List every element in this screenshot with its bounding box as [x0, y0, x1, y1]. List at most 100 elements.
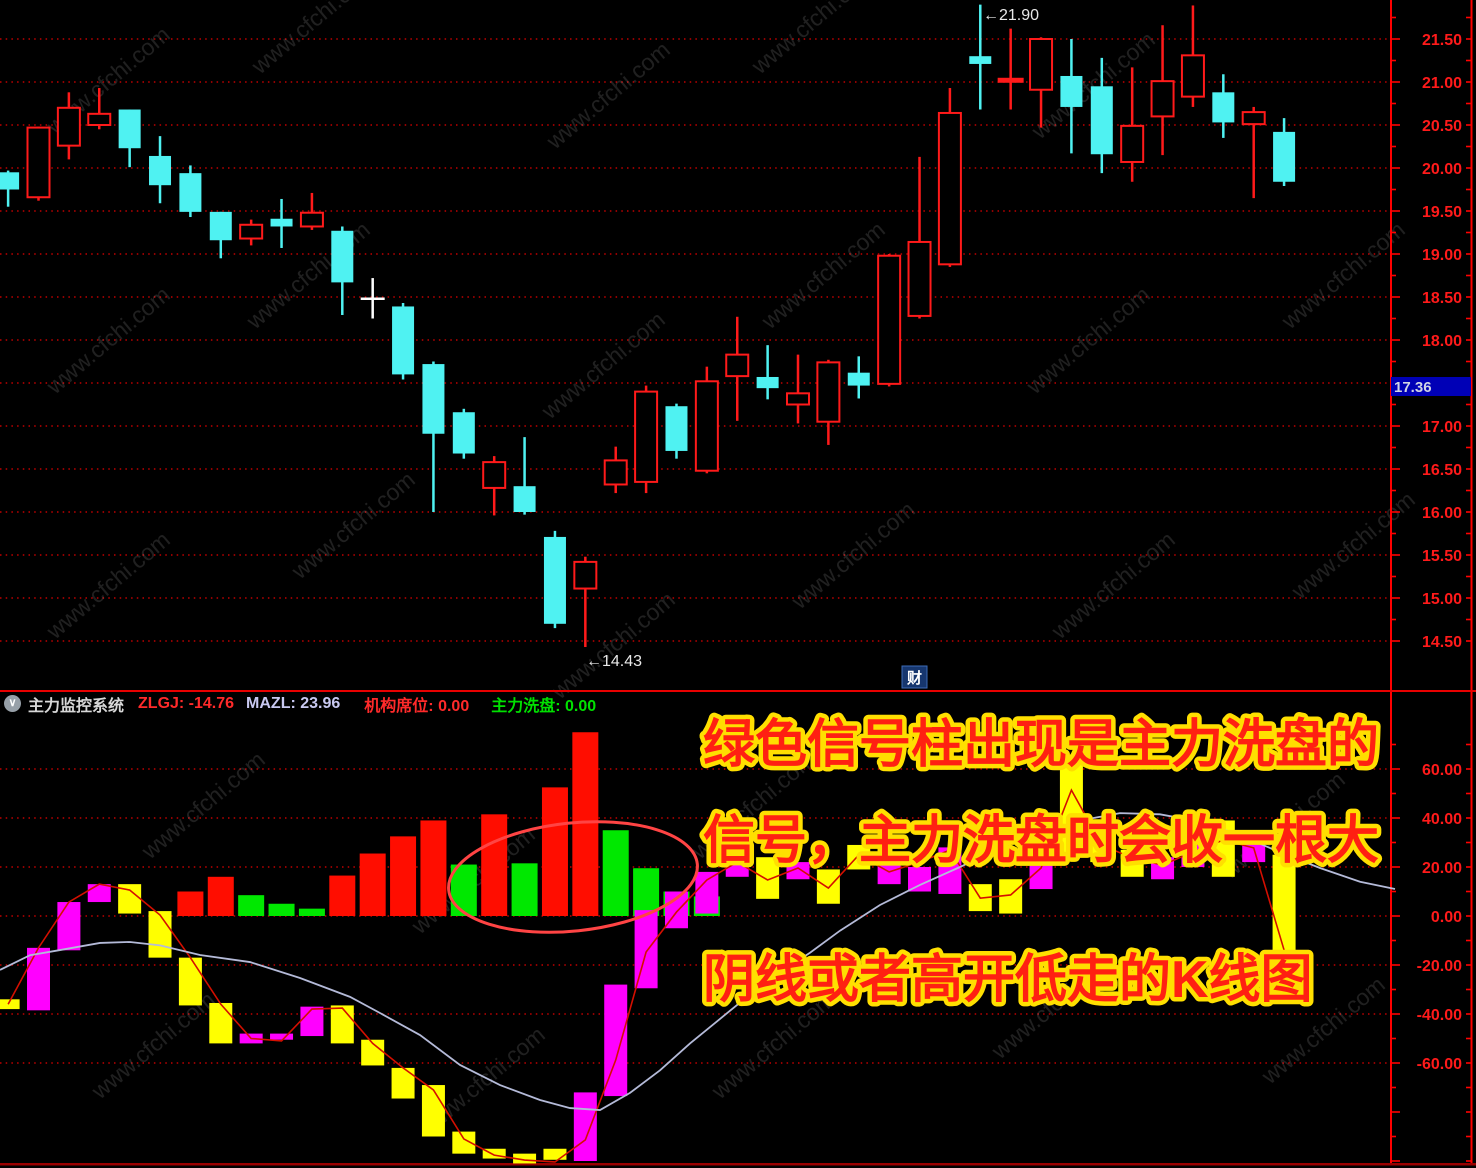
overlay-text-line2: 信号，主力洗盘时会收一根大: [703, 812, 1379, 870]
signal-line: [7, 788, 1285, 1163]
price-tag-value: 17.36: [1394, 379, 1432, 396]
indicator-value-jigouxiwei: 机构席位: 0.00: [364, 697, 470, 715]
zlgj-block: [87, 884, 111, 903]
watermark: www.cfchi.com: [541, 36, 675, 154]
histogram-bar: [541, 787, 568, 916]
candle: [239, 219, 264, 246]
zlgj-block: [786, 862, 810, 880]
histogram-bar: [572, 732, 599, 916]
candle: [756, 345, 779, 400]
candle: [847, 356, 870, 399]
candles-layer: [0, 4, 1296, 648]
zlgj-block: [209, 1002, 233, 1044]
zlgj-block: [847, 844, 871, 870]
indicator-title[interactable]: 主力监控系统: [28, 697, 125, 715]
price-axis-label: 19.00: [1422, 247, 1462, 264]
zlgj-block: [695, 871, 719, 914]
histogram-bar: [298, 908, 325, 916]
candle: [1212, 74, 1235, 138]
price-tag: 17.36: [1391, 377, 1471, 396]
zlgj-block: [270, 1033, 294, 1040]
zlgj-block: [391, 1067, 415, 1099]
candle: [937, 88, 962, 267]
zlgj-block: [1029, 859, 1053, 890]
candle: [1090, 57, 1113, 174]
x-axis-marker-label: 财: [907, 669, 922, 687]
candle: [1180, 5, 1205, 107]
candle: [786, 354, 810, 424]
overlay-text-line1: 绿色信号柱出现是主力洗盘的: [703, 716, 1379, 774]
gridline-layer: [0, 38, 1390, 1064]
candle: [26, 126, 51, 201]
indicator-axis-label: -40.00: [1417, 1007, 1462, 1024]
candle: [0, 170, 20, 207]
price-axis-label: 20.00: [1422, 161, 1462, 178]
zlgj-block: [725, 854, 749, 877]
zlgj-block: [604, 984, 628, 1097]
watermark: www.cfchi.com: [1046, 526, 1180, 644]
low-annotation: ←14.43: [586, 653, 642, 670]
candle: [299, 192, 324, 230]
candle: [392, 303, 415, 380]
zlgj-block: [513, 1153, 537, 1164]
indicator-axis-label: 60.00: [1422, 762, 1462, 779]
zlgj-block: [0, 999, 20, 1010]
zlgj-block: [634, 910, 658, 989]
candle: [209, 211, 232, 259]
indicator-axis-label: 40.00: [1422, 811, 1462, 828]
histogram-bar: [207, 876, 234, 916]
histogram-bar: [450, 864, 477, 916]
zlgj-block: [482, 1148, 506, 1159]
candle: [997, 28, 1024, 110]
histogram-bar: [390, 836, 417, 916]
histogram-bar: [177, 891, 204, 916]
candle: [603, 446, 628, 494]
histogram-bar: [511, 863, 538, 916]
zlgj-block: [452, 1131, 476, 1154]
histogram-bar: [238, 895, 265, 916]
zlgj-block: [1059, 756, 1083, 858]
axis-label-layer: 21.50 21.00 20.50 20.00 19.50 19.00 18.50 18.00…: [1417, 32, 1462, 1073]
histogram-bar: [329, 875, 356, 916]
candle: [87, 88, 112, 130]
price-axis-label: 21.00: [1422, 75, 1462, 92]
candle: [634, 385, 659, 494]
price-axis-label: 18.50: [1422, 290, 1462, 307]
price-axis-label: 18.00: [1422, 333, 1462, 350]
indicator-axis-label: 0.00: [1431, 909, 1462, 926]
zlgj-block: [118, 884, 142, 914]
zlgj-block: [361, 1039, 385, 1066]
blocks-layer: [0, 756, 1296, 1164]
ellipse-annotation: [447, 820, 699, 934]
price-axis-label: 16.00: [1422, 505, 1462, 522]
indicator-value-zlgj: ZLGJ: -14.76: [138, 694, 235, 712]
watermark: www.cfchi.com: [746, 0, 880, 79]
collapse-icon[interactable]: ∨: [4, 695, 21, 712]
candle: [1029, 37, 1054, 128]
candle: [877, 254, 902, 387]
candle: [422, 361, 445, 512]
zlgj-block: [1211, 820, 1235, 877]
zlgj-block: [756, 857, 780, 899]
candle: [969, 4, 992, 110]
candle: [907, 156, 932, 319]
candle: [1273, 118, 1296, 187]
zlgj-block: [573, 1092, 597, 1161]
histogram-bar: [602, 830, 629, 916]
candle: [482, 456, 507, 516]
histogram-bar: [268, 903, 295, 916]
price-axis-label: 15.50: [1422, 548, 1462, 565]
zlgj-block: [1120, 849, 1144, 877]
zlgj-block: [908, 867, 932, 892]
watermark: www.cfchi.com: [41, 526, 175, 644]
overlay-text-line3: 阴线或者高开低走的K线图: [703, 951, 1313, 1009]
zlgj-block: [816, 869, 840, 904]
price-axis-label: 16.50: [1422, 462, 1462, 479]
zlgj-block: [300, 1006, 324, 1037]
zlgj-block: [57, 902, 81, 951]
candle: [331, 226, 354, 316]
candle: [1241, 106, 1266, 199]
zlgj-block: [1242, 840, 1266, 863]
